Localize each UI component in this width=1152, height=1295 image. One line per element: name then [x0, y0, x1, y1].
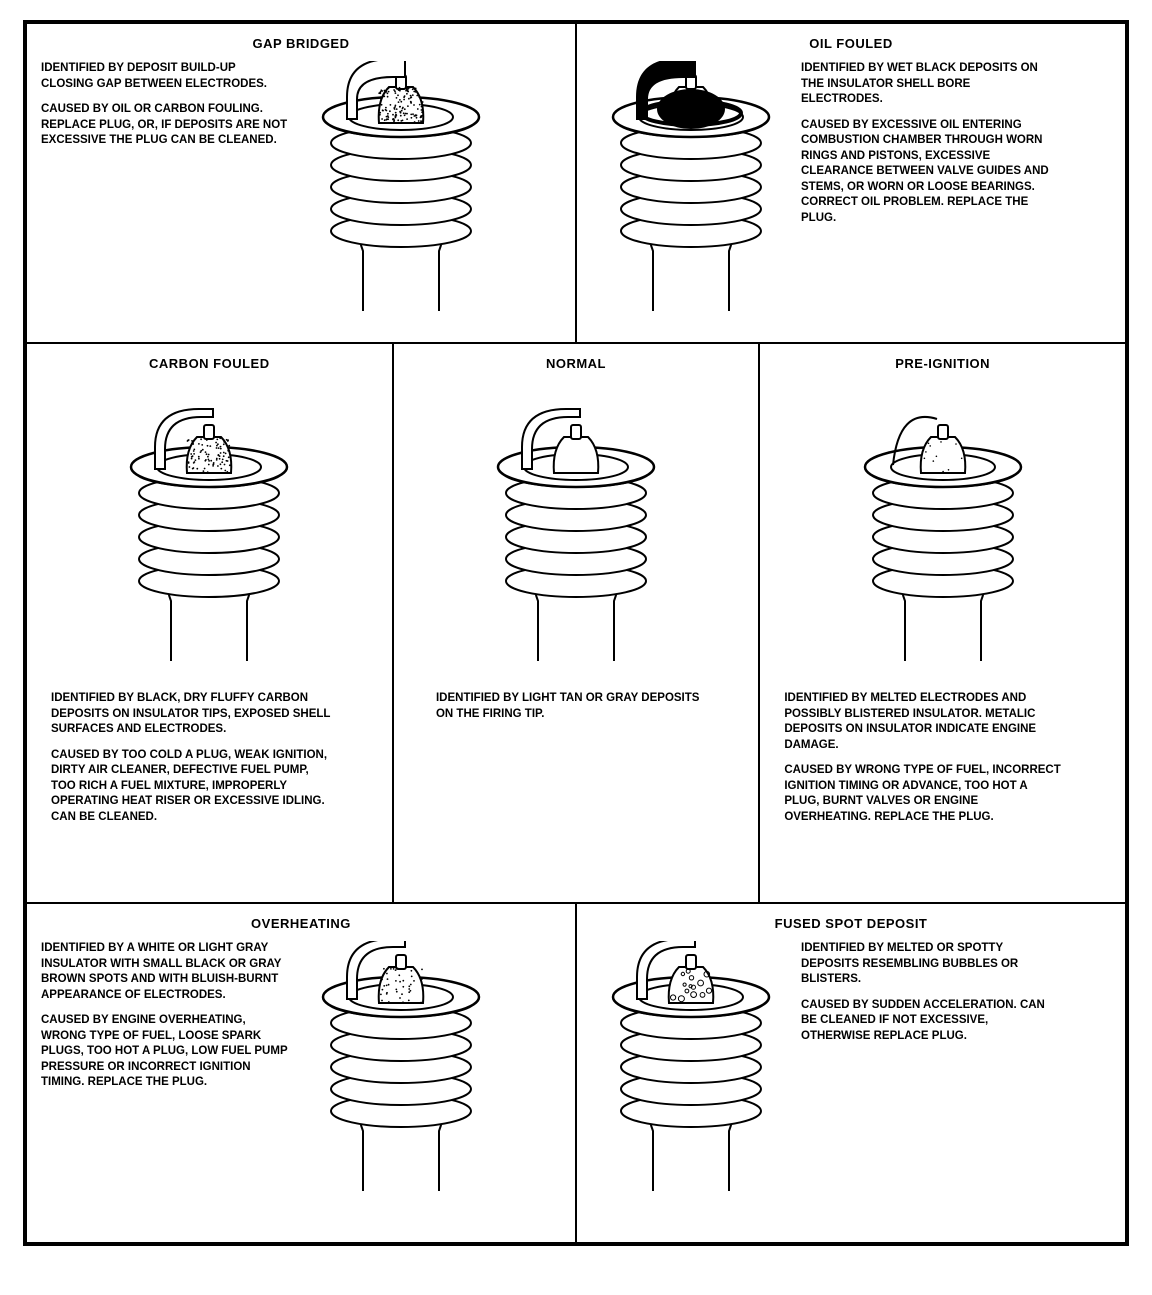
- panel-title: CARBON FOULED: [41, 356, 378, 371]
- panel-title: OVERHEATING: [41, 916, 561, 931]
- caused-text: CAUSED BY TOO COLD A PLUG, WEAK IGNITION…: [51, 748, 331, 826]
- diagram-frame: GAP BRIDGED IDENTIFIED BY DEPOSIT BUILD-…: [23, 20, 1129, 1246]
- panel-pre-ignition: PRE-IGNITION IDENTIFIED BY MELTED ELECTR…: [759, 343, 1126, 903]
- caused-text: CAUSED BY WRONG TYPE OF FUEL, INCORRECT …: [784, 763, 1064, 825]
- panel-oil-fouled: OIL FOULED IDENTIFIED BY WET BLACK DEPOS…: [576, 23, 1126, 343]
- plug-illustration: [833, 381, 1053, 661]
- caused-text: CAUSED BY SUDDEN ACCELERATION. CAN BE CL…: [801, 998, 1051, 1045]
- caused-text: CAUSED BY OIL OR CARBON FOULING. REPLACE…: [41, 102, 291, 149]
- text-block: IDENTIFIED BY LIGHT TAN OR GRAY DEPOSITS…: [436, 691, 716, 732]
- text-block: IDENTIFIED BY DEPOSIT BUILD-UP CLOSING G…: [41, 61, 291, 159]
- text-block: IDENTIFIED BY MELTED ELECTRODES AND POSS…: [784, 691, 1064, 835]
- panel-carbon-fouled: CARBON FOULED IDENTIFIED BY BLACK, DRY F…: [26, 343, 393, 903]
- identified-text: IDENTIFIED BY WET BLACK DEPOSITS ON THE …: [801, 61, 1051, 108]
- text-block: IDENTIFIED BY BLACK, DRY FLUFFY CARBON D…: [51, 691, 331, 835]
- panel-fused-spot: FUSED SPOT DEPOSIT IDENTIFIED BY MELTED …: [576, 903, 1126, 1243]
- panel-title: GAP BRIDGED: [41, 36, 561, 51]
- caused-text: CAUSED BY ENGINE OVERHEATING, WRONG TYPE…: [41, 1013, 291, 1091]
- panel-title: NORMAL: [408, 356, 745, 371]
- text-block: IDENTIFIED BY WET BLACK DEPOSITS ON THE …: [801, 61, 1051, 236]
- plug-illustration: [301, 61, 501, 311]
- plug-illustration: [99, 381, 319, 661]
- plug-illustration: [301, 941, 501, 1191]
- identified-text: IDENTIFIED BY MELTED ELECTRODES AND POSS…: [784, 691, 1064, 753]
- panel-title: FUSED SPOT DEPOSIT: [591, 916, 1111, 931]
- panel-normal: NORMAL IDENTIFIED BY LIGHT TAN OR GRAY D…: [393, 343, 760, 903]
- text-block: IDENTIFIED BY A WHITE OR LIGHT GRAY INSU…: [41, 941, 291, 1101]
- identified-text: IDENTIFIED BY LIGHT TAN OR GRAY DEPOSITS…: [436, 691, 716, 722]
- identified-text: IDENTIFIED BY BLACK, DRY FLUFFY CARBON D…: [51, 691, 331, 738]
- identified-text: IDENTIFIED BY MELTED OR SPOTTY DEPOSITS …: [801, 941, 1051, 988]
- identified-text: IDENTIFIED BY DEPOSIT BUILD-UP CLOSING G…: [41, 61, 291, 92]
- panel-title: PRE-IGNITION: [774, 356, 1111, 371]
- plug-illustration: [466, 381, 686, 661]
- text-block: IDENTIFIED BY MELTED OR SPOTTY DEPOSITS …: [801, 941, 1051, 1054]
- plug-illustration: [591, 941, 791, 1191]
- caused-text: CAUSED BY EXCESSIVE OIL ENTERING COMBUST…: [801, 118, 1051, 227]
- row-2: CARBON FOULED IDENTIFIED BY BLACK, DRY F…: [26, 343, 1126, 903]
- plug-illustration: [591, 61, 791, 311]
- panel-gap-bridged: GAP BRIDGED IDENTIFIED BY DEPOSIT BUILD-…: [26, 23, 576, 343]
- row-3: OVERHEATING IDENTIFIED BY A WHITE OR LIG…: [26, 903, 1126, 1243]
- panel-title: OIL FOULED: [591, 36, 1111, 51]
- row-1: GAP BRIDGED IDENTIFIED BY DEPOSIT BUILD-…: [26, 23, 1126, 343]
- identified-text: IDENTIFIED BY A WHITE OR LIGHT GRAY INSU…: [41, 941, 291, 1003]
- panel-overheating: OVERHEATING IDENTIFIED BY A WHITE OR LIG…: [26, 903, 576, 1243]
